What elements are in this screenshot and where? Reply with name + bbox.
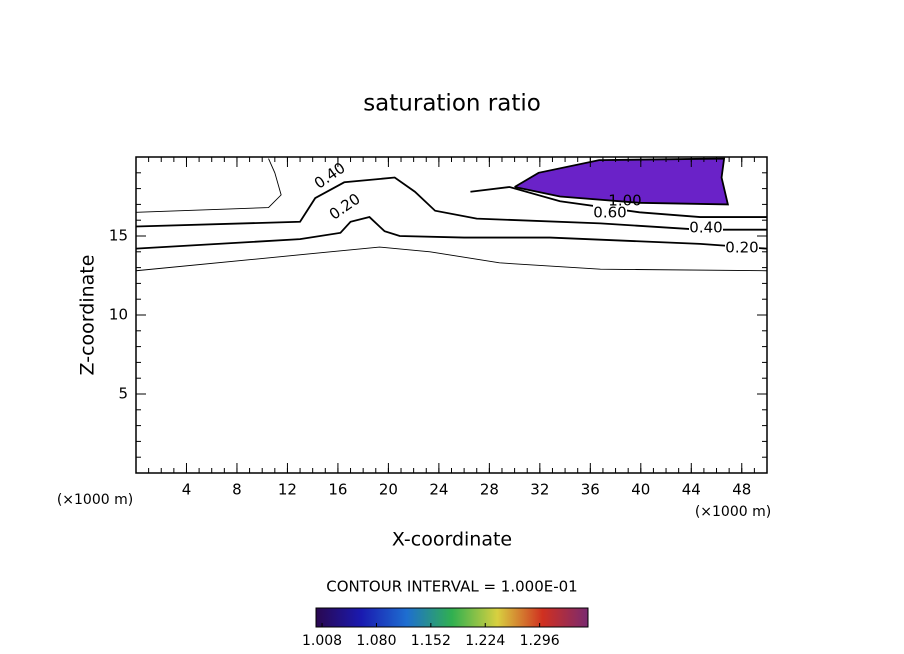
y-tick-label: 15 — [109, 227, 128, 245]
x-axis-label: X-coordinate — [392, 529, 512, 551]
contour-label: 0.20 — [725, 239, 758, 257]
x-tick-label: 44 — [682, 481, 701, 499]
colorbar — [315, 607, 589, 628]
contour-line — [135, 246, 768, 272]
contour-label-bg — [689, 220, 723, 235]
x-tick-label: 16 — [328, 481, 347, 499]
x-tick-label: 24 — [429, 481, 448, 499]
contour-label: 0.20 — [326, 190, 364, 224]
y-unit: (×1000 m) — [57, 492, 133, 508]
chart-title: saturation ratio — [363, 91, 541, 117]
colorbar-tick-label: 1.296 — [520, 633, 560, 649]
y-tick-label: 10 — [109, 306, 128, 324]
contour-label: 0.40 — [311, 159, 349, 193]
contour-label-bg — [725, 240, 759, 255]
colorbar-tick-label: 1.224 — [465, 633, 505, 649]
x-tick-label: 8 — [232, 481, 242, 499]
contour-interval: CONTOUR INTERVAL = 1.000E-01 — [326, 578, 577, 596]
x-tick-label: 36 — [581, 481, 600, 499]
x-tick-label: 48 — [732, 481, 751, 499]
x-tick-label: 4 — [182, 481, 192, 499]
x-tick-label: 20 — [379, 481, 398, 499]
contour-line — [135, 158, 282, 213]
filled-region — [514, 158, 728, 205]
colorbar-tick-label: 1.080 — [356, 633, 396, 649]
x-tick-label: 28 — [480, 481, 499, 499]
plot-frame — [135, 156, 768, 474]
y-tick-label: 5 — [118, 385, 128, 403]
x-tick-label: 40 — [631, 481, 650, 499]
contour-label: 1.00 — [608, 192, 641, 210]
x-tick-label: 12 — [278, 481, 297, 499]
y-axis-label: Z-coordinate — [77, 255, 99, 376]
x-tick-label: 32 — [530, 481, 549, 499]
contour-line — [135, 176, 767, 231]
contour-line — [135, 216, 768, 250]
contour-label: 0.40 — [689, 219, 722, 237]
contour-label-bg — [593, 205, 627, 220]
contour-line — [514, 157, 730, 206]
contour-label-bg — [326, 190, 363, 223]
contour-label-bg — [311, 159, 348, 192]
x-unit: (×1000 m) — [695, 504, 771, 520]
colorbar-tick-label: 1.008 — [302, 633, 342, 649]
colorbar-tick-label: 1.152 — [411, 633, 451, 649]
contour-label: 0.60 — [593, 204, 626, 222]
